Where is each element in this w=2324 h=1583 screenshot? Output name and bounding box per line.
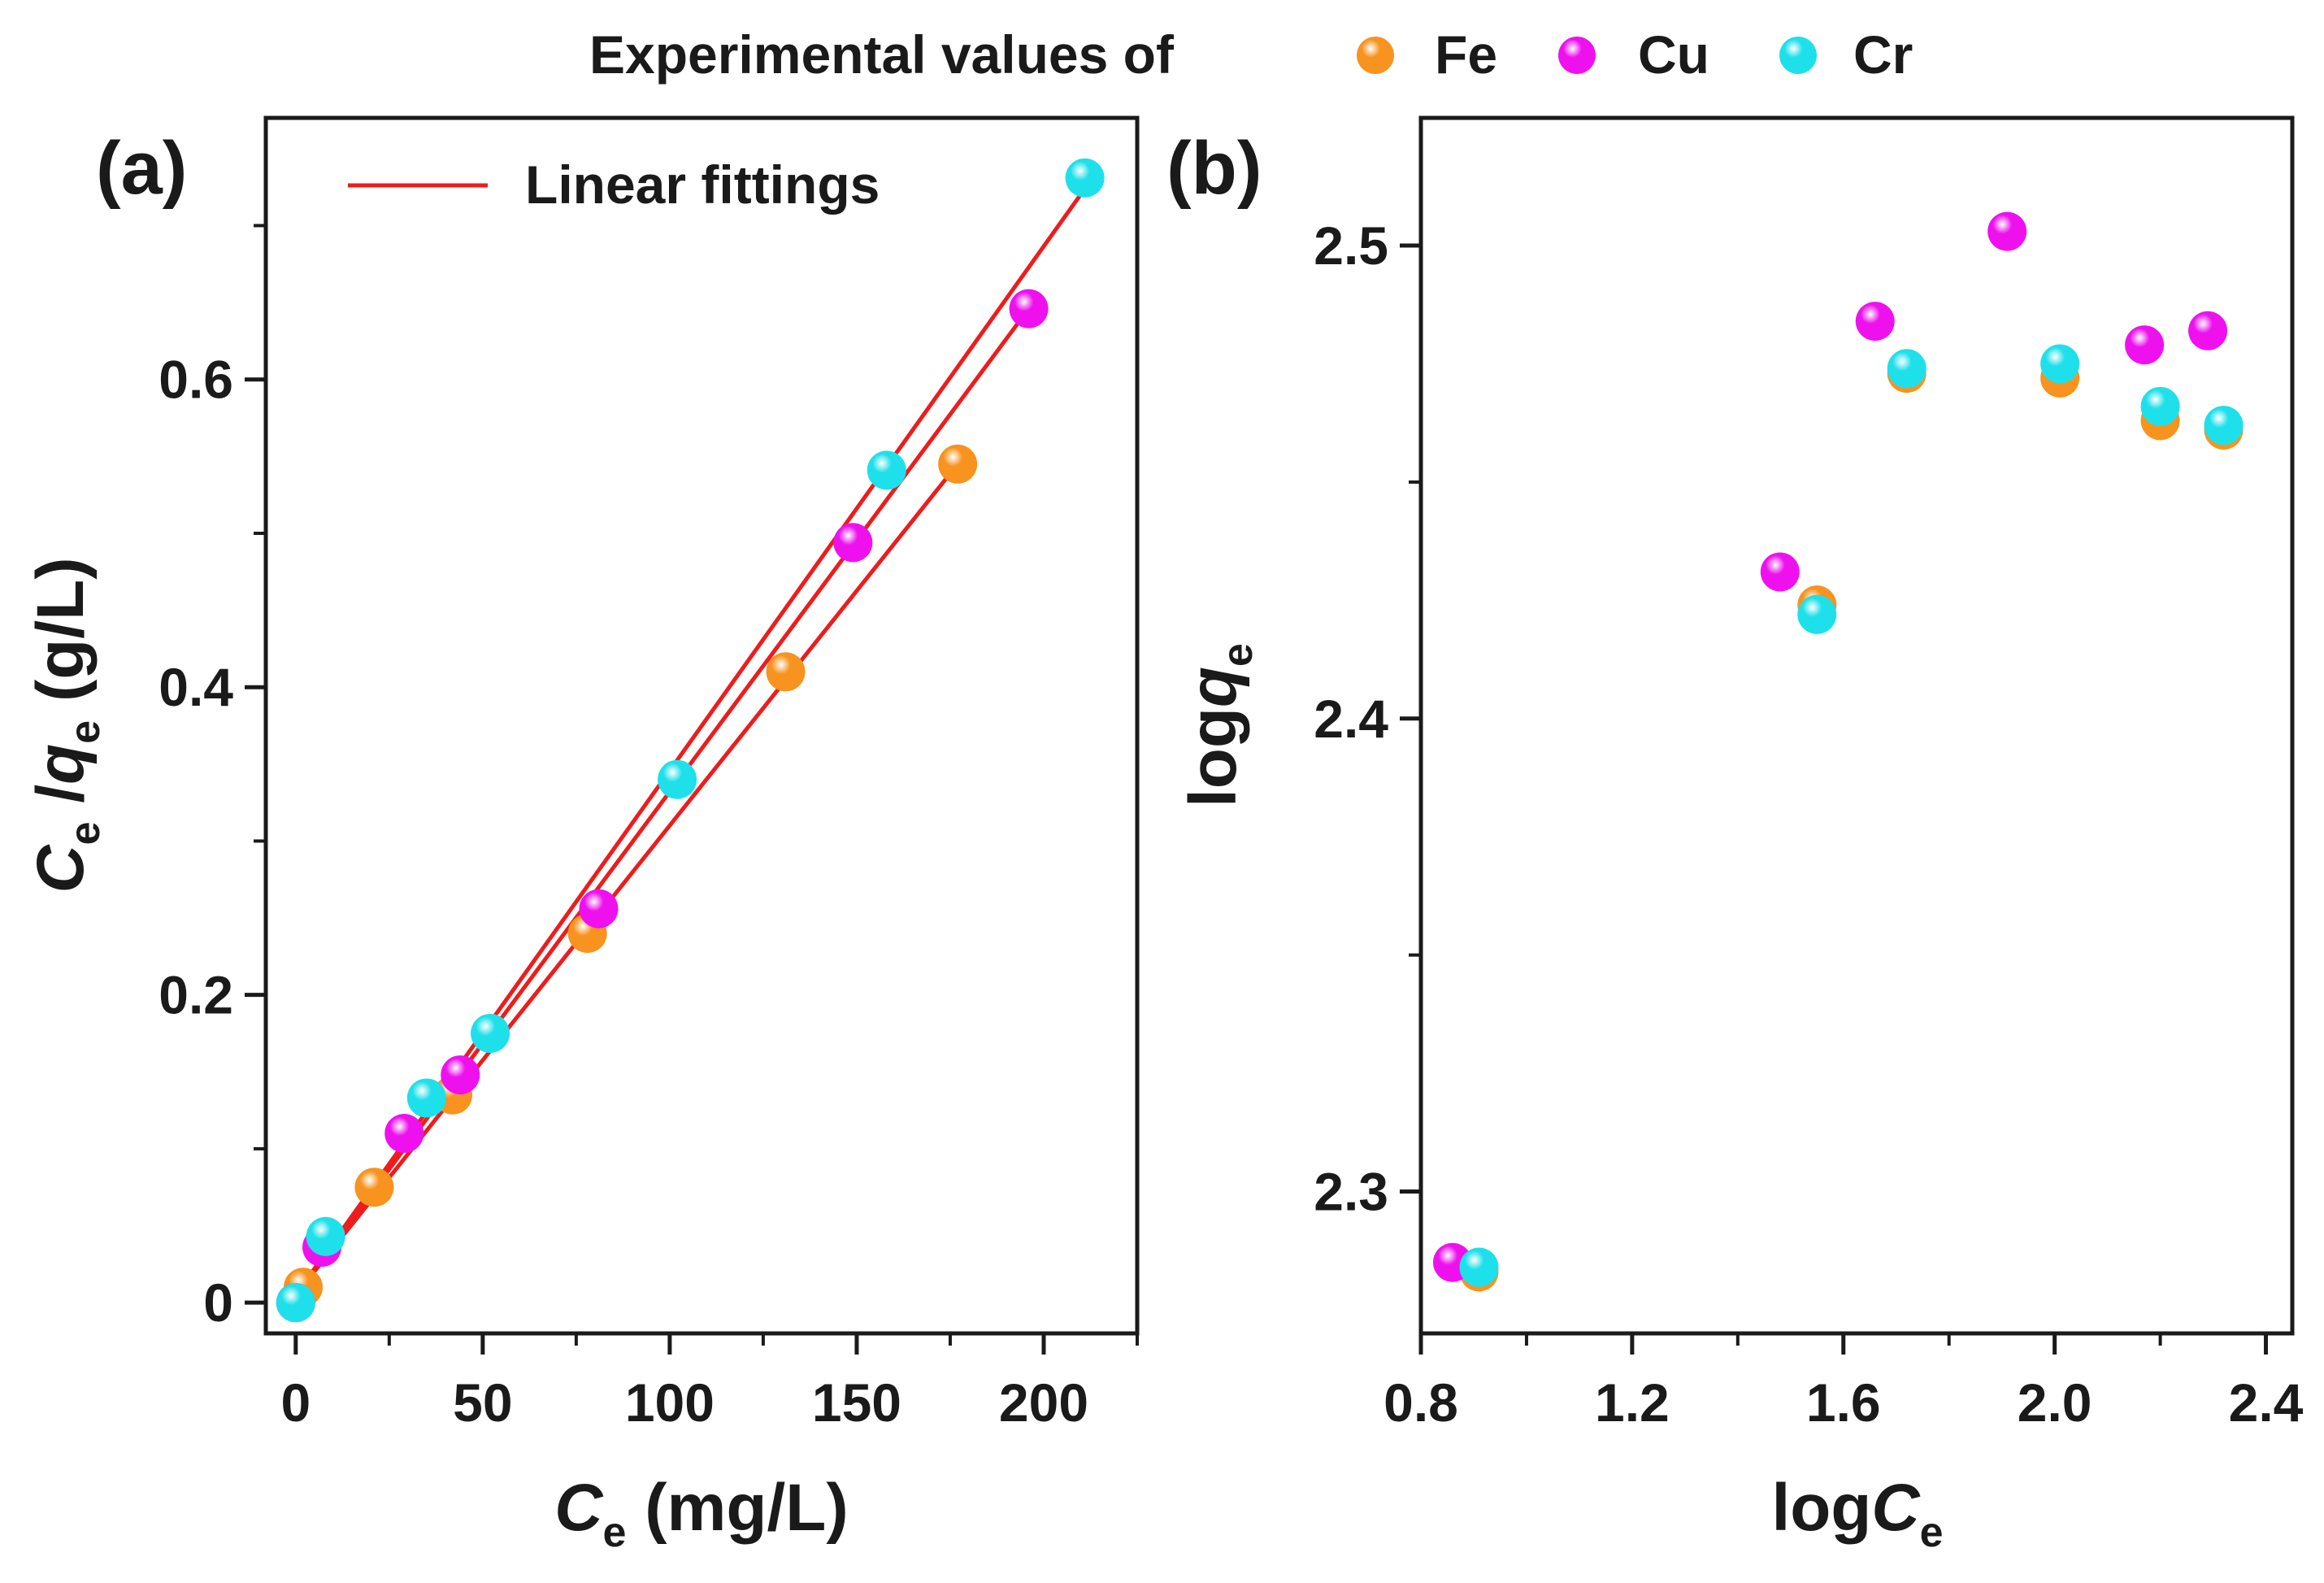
point-cu bbox=[2188, 311, 2228, 350]
x-tick-label: 0.8 bbox=[1384, 1372, 1458, 1433]
panel-a-ylabel-sub2: e bbox=[62, 720, 109, 744]
point-cr bbox=[658, 759, 697, 799]
legend-marker-fe bbox=[1357, 37, 1394, 74]
point-cr bbox=[2040, 344, 2080, 384]
point-cu bbox=[1855, 302, 1895, 341]
point-cu bbox=[579, 889, 619, 928]
legend-marker-cu bbox=[1558, 37, 1596, 74]
panel-a-xlabel-rest: (mg/L) bbox=[626, 1471, 848, 1545]
point-cr bbox=[867, 450, 906, 490]
point-cr bbox=[471, 1013, 510, 1053]
x-tick-label: 0 bbox=[280, 1372, 311, 1433]
panel-b-ticks: 0.8 1.2 1.6 2.0 2.4 2.3 2.4 2.5 bbox=[1314, 215, 2303, 1433]
point-fe bbox=[938, 444, 978, 484]
point-cr bbox=[2140, 386, 2180, 426]
panel-b-ylabel-italic: q bbox=[1176, 667, 1250, 707]
panel-b-ylabel: logqe bbox=[1176, 643, 1262, 807]
panel-a-ylabel: Ce /qe (g/L) bbox=[24, 557, 109, 893]
point-cr bbox=[406, 1078, 446, 1118]
panel-a-xlabel-main: C bbox=[554, 1471, 604, 1545]
point-fe bbox=[766, 652, 806, 692]
panel-b-xlabel-main: log bbox=[1771, 1471, 1871, 1545]
top-legend: Experimental values of Fe Cu Cr bbox=[589, 24, 1913, 85]
y-tick-label: 2.3 bbox=[1314, 1161, 1388, 1221]
panel-b-points bbox=[1432, 211, 2244, 1292]
fit-legend-label: Linear fittings bbox=[525, 154, 880, 215]
legend-marker-cr bbox=[1779, 37, 1817, 74]
x-tick-label: 50 bbox=[453, 1372, 512, 1433]
panel-a-ylabel-rest: (g/L) bbox=[24, 557, 98, 720]
y-tick-label: 0.2 bbox=[159, 965, 233, 1025]
point-cu bbox=[2125, 325, 2165, 365]
panel-b-xlabel: logCe bbox=[1771, 1471, 1943, 1556]
panel-a-ylabel-main1: C bbox=[24, 844, 98, 894]
point-cu bbox=[441, 1055, 480, 1095]
point-cu bbox=[1009, 289, 1049, 328]
x-tick-label: 100 bbox=[625, 1372, 715, 1433]
fit-line-fe bbox=[293, 463, 960, 1297]
y-tick-label: 2.4 bbox=[1314, 689, 1388, 749]
point-fe bbox=[354, 1168, 394, 1207]
point-cr bbox=[1459, 1247, 1499, 1287]
panel-b-xlabel-sub: e bbox=[1920, 1509, 1944, 1556]
point-cu bbox=[833, 523, 873, 563]
legend-label-cu: Cu bbox=[1638, 24, 1709, 85]
x-tick-label: 200 bbox=[999, 1372, 1088, 1433]
panel-a-points bbox=[276, 158, 1105, 1323]
x-tick-label: 2.0 bbox=[2018, 1372, 2092, 1433]
point-cu bbox=[384, 1113, 424, 1153]
x-tick-label: 2.4 bbox=[2229, 1372, 2304, 1433]
y-tick-label: 2.5 bbox=[1314, 215, 1388, 276]
panel-b-frame bbox=[1418, 115, 2295, 1336]
x-tick-label: 1.6 bbox=[1806, 1372, 1881, 1433]
x-tick-label: 150 bbox=[812, 1372, 901, 1433]
top-legend-prefix: Experimental values of bbox=[589, 24, 1175, 85]
y-tick-label: 0 bbox=[203, 1272, 233, 1333]
legend-label-cr: Cr bbox=[1853, 24, 1913, 85]
panel-b-label: (b) bbox=[1166, 127, 1262, 210]
point-cr bbox=[2204, 406, 2244, 446]
y-tick-label: 0.4 bbox=[159, 657, 233, 717]
panel-a-ylabel-sub1: e bbox=[62, 821, 109, 845]
point-cr bbox=[276, 1283, 315, 1323]
panel-b-ylabel-sub: e bbox=[1214, 643, 1262, 667]
point-cu bbox=[1987, 211, 2027, 251]
point-cr bbox=[306, 1216, 345, 1256]
panel-a-frame bbox=[263, 115, 1140, 1336]
panel-a-xlabel-sub: e bbox=[603, 1509, 627, 1556]
x-tick-label: 1.2 bbox=[1595, 1372, 1670, 1433]
point-cu bbox=[1760, 552, 1800, 592]
point-cr bbox=[1887, 349, 1927, 389]
panel-b-ylabel-main: log bbox=[1176, 707, 1250, 807]
legend-label-fe: Fe bbox=[1435, 24, 1497, 85]
panel-b-xlabel-italic: C bbox=[1871, 1471, 1921, 1545]
point-cr bbox=[1065, 158, 1105, 198]
panel-a-ylabel-sep: / bbox=[24, 785, 98, 822]
panel-a-label: (a) bbox=[96, 127, 187, 210]
panel-a-ticks: 0 50 100 150 200 0 0.2 0.4 0.6 bbox=[159, 224, 1139, 1433]
y-tick-label: 0.6 bbox=[159, 350, 233, 410]
panel-b: 0.8 1.2 1.6 2.0 2.42.32.42.5 (b) logCe logqe bbox=[1166, 115, 2304, 1556]
panel-a-ylabel-main2: q bbox=[24, 744, 98, 785]
panel-a: 0 50 100 150 200 0 0.2 0.4 0.6 (a) Linear fittin… bbox=[24, 115, 1140, 1556]
panel-a-xlabel: Ce (mg/L) bbox=[554, 1471, 848, 1556]
point-cr bbox=[1797, 594, 1837, 634]
